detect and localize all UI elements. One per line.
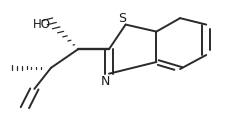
Text: S: S	[118, 12, 126, 25]
Text: N: N	[101, 75, 110, 88]
Text: HO: HO	[32, 18, 50, 31]
